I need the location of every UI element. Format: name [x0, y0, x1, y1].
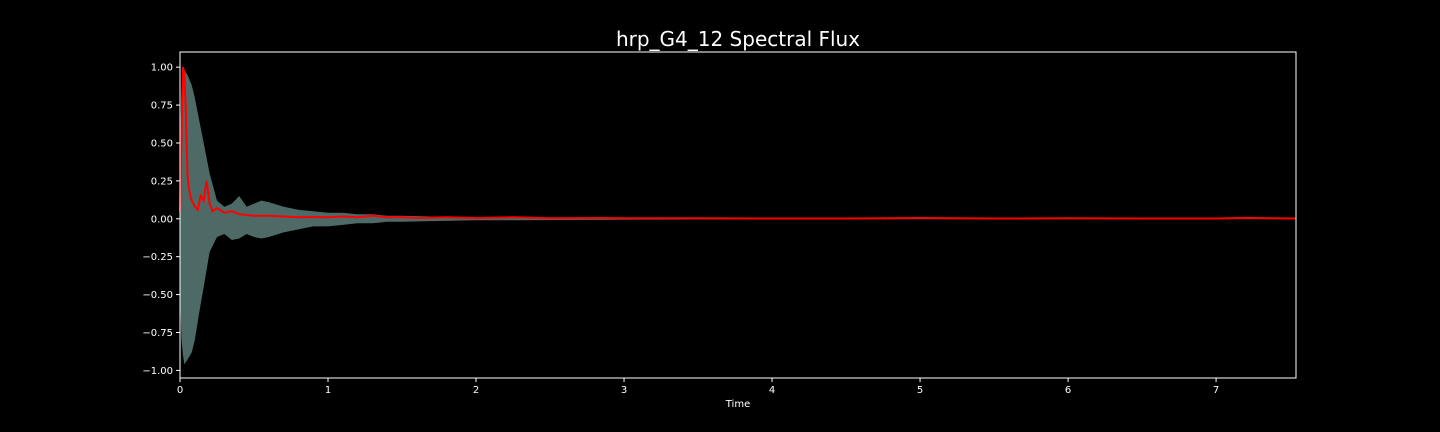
- x-axis-label: Time: [725, 399, 750, 410]
- x-tick-label: 5: [917, 385, 923, 396]
- y-tick-label: 0.50: [151, 138, 173, 149]
- x-tick-label: 7: [1213, 385, 1219, 396]
- x-tick-label: 2: [473, 385, 479, 396]
- spectral-flux-line: [179, 67, 1297, 220]
- y-tick-label: −0.25: [142, 252, 173, 263]
- x-axis: 0 1 2 3 4 5 6 7: [177, 378, 1219, 396]
- x-tick-label: 0: [177, 385, 183, 396]
- x-tick-label: 6: [1065, 385, 1071, 396]
- y-tick-label: −0.75: [142, 328, 173, 339]
- x-tick-label: 1: [325, 385, 331, 396]
- y-tick-label: −1.00: [142, 366, 173, 377]
- y-tick-label: 1.00: [151, 63, 173, 74]
- y-tick-label: 0.75: [151, 101, 173, 112]
- y-axis: −1.00 −0.75 −0.50 −0.25 0.00 0.25 0.50 0.75 1.00: [142, 63, 180, 377]
- y-tick-label: 0.00: [151, 214, 173, 225]
- y-tick-label: −0.50: [142, 290, 173, 301]
- x-tick-label: 3: [621, 385, 627, 396]
- chart-title: hrp_G4_12 Spectral Flux: [616, 27, 860, 51]
- plot-area: [179, 67, 1297, 365]
- axes-frame: [179, 51, 1297, 379]
- y-tick-label: 0.25: [151, 176, 173, 187]
- x-tick-label: 4: [769, 385, 775, 396]
